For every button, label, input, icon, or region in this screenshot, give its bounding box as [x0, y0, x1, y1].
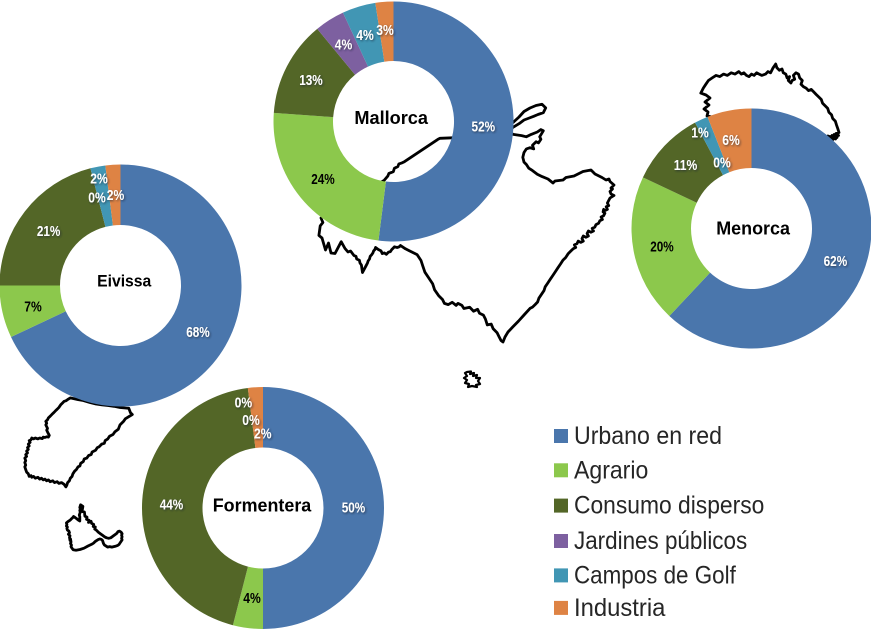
svg-text:Formentera: Formentera [213, 495, 312, 516]
svg-text:Mallorca: Mallorca [354, 107, 428, 128]
svg-text:Menorca: Menorca [716, 217, 790, 238]
svg-text:50%: 50% [342, 500, 366, 517]
svg-text:11%: 11% [674, 157, 698, 174]
svg-text:0%: 0% [242, 412, 260, 429]
svg-text:62%: 62% [824, 253, 848, 270]
svg-text:20%: 20% [650, 239, 674, 256]
svg-text:24%: 24% [311, 171, 335, 188]
svg-text:3%: 3% [376, 22, 394, 39]
svg-text:68%: 68% [186, 324, 210, 341]
svg-text:44%: 44% [160, 497, 184, 514]
svg-text:Eivissa: Eivissa [97, 272, 152, 291]
svg-text:4%: 4% [335, 37, 353, 54]
svg-text:2%: 2% [107, 187, 125, 204]
svg-text:Campos de Golf: Campos de Golf [574, 561, 736, 589]
svg-text:21%: 21% [37, 223, 61, 240]
svg-text:Urbano en red: Urbano en red [574, 422, 722, 450]
svg-text:4%: 4% [243, 590, 261, 607]
svg-text:4%: 4% [356, 27, 374, 44]
svg-text:2%: 2% [90, 171, 108, 188]
svg-text:1%: 1% [691, 125, 709, 142]
svg-text:Agrario: Agrario [574, 456, 648, 484]
svg-text:0%: 0% [235, 395, 253, 412]
svg-text:7%: 7% [24, 299, 42, 316]
svg-text:Industria: Industria [574, 594, 665, 622]
svg-text:0%: 0% [88, 190, 106, 207]
svg-text:Consumo disperso: Consumo disperso [574, 492, 764, 520]
svg-text:13%: 13% [299, 72, 323, 89]
svg-text:2%: 2% [254, 426, 272, 443]
svg-text:52%: 52% [472, 119, 496, 136]
svg-text:0%: 0% [713, 155, 731, 172]
svg-text:6%: 6% [722, 132, 740, 149]
svg-text:Jardines públicos: Jardines públicos [574, 527, 747, 555]
